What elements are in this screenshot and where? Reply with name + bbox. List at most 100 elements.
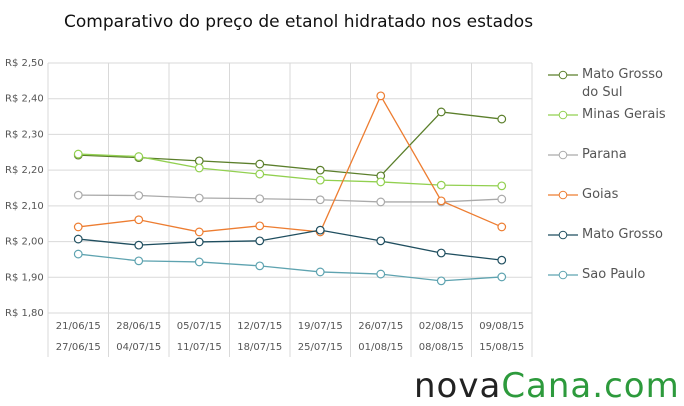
x-tick-label: 26/07/15 bbox=[358, 321, 403, 332]
data-point bbox=[436, 248, 446, 258]
data-point bbox=[194, 156, 204, 166]
data-point bbox=[194, 257, 204, 267]
logo: novaCana.com bbox=[414, 366, 680, 406]
legend-item: Goias bbox=[548, 186, 678, 226]
y-tick-label: R$ 2,10 bbox=[5, 201, 44, 212]
data-point bbox=[134, 152, 144, 161]
legend-marker bbox=[558, 270, 568, 280]
y-tick-label: R$ 2,50 bbox=[5, 58, 44, 69]
x-tick-label: 09/08/15 bbox=[479, 321, 524, 332]
x-tick-label: 19/07/15 bbox=[298, 321, 343, 332]
data-point bbox=[73, 190, 83, 200]
data-point bbox=[255, 159, 265, 169]
y-tick-label: R$ 2,20 bbox=[5, 165, 44, 176]
legend-label: Sao Paulo bbox=[582, 267, 646, 282]
legend-label: Mato Grosso bbox=[582, 227, 663, 242]
series-line bbox=[78, 229, 502, 261]
y-tick-label: R$ 1,90 bbox=[5, 272, 44, 283]
legend-icon bbox=[548, 230, 578, 240]
x-tick-label: 27/06/15 bbox=[56, 342, 101, 353]
x-tick-label: 12/07/15 bbox=[237, 321, 282, 332]
legend-marker bbox=[558, 190, 568, 200]
x-tick-label: 05/07/15 bbox=[177, 321, 222, 332]
data-point bbox=[436, 180, 446, 190]
y-tick-label: R$ 1,80 bbox=[5, 308, 44, 319]
data-point bbox=[315, 165, 325, 175]
legend-icon bbox=[548, 70, 578, 80]
x-tick-label: 18/07/15 bbox=[237, 342, 282, 353]
legend-marker bbox=[558, 150, 568, 160]
legend-icon bbox=[548, 190, 578, 200]
data-point bbox=[436, 196, 446, 206]
data-point bbox=[73, 234, 83, 244]
x-tick-label: 01/08/15 bbox=[358, 342, 403, 353]
data-point bbox=[134, 240, 144, 250]
data-point bbox=[194, 163, 204, 173]
x-tick-label: 11/07/15 bbox=[177, 342, 222, 353]
x-tick-label: 04/07/15 bbox=[116, 342, 161, 353]
series-line bbox=[78, 253, 502, 282]
x-tick-label: 21/06/15 bbox=[56, 321, 101, 332]
data-point bbox=[73, 222, 83, 232]
legend-item: Mato Grosso bbox=[548, 226, 678, 266]
legend-label: Mato Grosso do Sul bbox=[582, 67, 663, 100]
legend-icon bbox=[548, 110, 578, 120]
legend-label: Minas Gerais bbox=[582, 107, 666, 122]
data-point bbox=[497, 255, 507, 265]
data-point bbox=[255, 236, 265, 246]
series-line bbox=[78, 194, 502, 203]
logo-part: nova bbox=[414, 366, 501, 406]
logo-part: Cana bbox=[501, 366, 592, 406]
x-tick-label: 02/08/15 bbox=[419, 321, 464, 332]
x-tick-label: 28/06/15 bbox=[116, 321, 161, 332]
data-point bbox=[376, 91, 386, 101]
x-tick-label: 25/07/15 bbox=[298, 342, 343, 353]
data-point bbox=[497, 194, 507, 204]
data-point bbox=[255, 194, 265, 204]
legend-item: Minas Gerais bbox=[548, 106, 678, 146]
legend-icon bbox=[548, 150, 578, 160]
data-point bbox=[376, 177, 386, 187]
data-point bbox=[134, 256, 144, 266]
data-point bbox=[194, 227, 204, 237]
data-point bbox=[73, 149, 83, 159]
data-point bbox=[134, 215, 144, 225]
series-line bbox=[78, 94, 503, 233]
data-point bbox=[255, 261, 265, 271]
data-point bbox=[134, 191, 144, 200]
data-point bbox=[497, 181, 507, 191]
logo-part: .com bbox=[592, 366, 679, 406]
legend-item: Sao Paulo bbox=[548, 266, 678, 306]
data-point bbox=[255, 169, 265, 179]
data-point bbox=[315, 267, 325, 277]
legend-item: Parana bbox=[548, 146, 678, 186]
data-point bbox=[255, 221, 265, 231]
legend-marker bbox=[558, 110, 568, 120]
data-point bbox=[194, 193, 204, 203]
legend-marker bbox=[558, 70, 568, 80]
data-point bbox=[497, 272, 507, 282]
y-tick-label: R$ 2,30 bbox=[5, 129, 44, 140]
data-point bbox=[376, 197, 386, 207]
x-tick-label: 15/08/15 bbox=[479, 342, 524, 353]
x-tick-label: 08/08/15 bbox=[419, 342, 464, 353]
data-point bbox=[315, 175, 325, 185]
data-point bbox=[436, 276, 446, 286]
data-point bbox=[376, 269, 386, 279]
data-point bbox=[73, 249, 83, 259]
data-point bbox=[497, 114, 507, 124]
legend-label: Parana bbox=[582, 147, 627, 162]
legend-icon bbox=[548, 270, 578, 280]
legend-item: Mato Grosso do Sul bbox=[548, 66, 678, 106]
data-point bbox=[436, 107, 446, 117]
data-point bbox=[497, 222, 507, 232]
data-point bbox=[194, 237, 204, 247]
legend-marker bbox=[558, 230, 568, 240]
legend: Mato Grosso do Sul Minas Gerais Parana Goia… bbox=[548, 66, 678, 306]
y-tick-label: R$ 2,00 bbox=[5, 237, 44, 248]
data-point bbox=[315, 225, 325, 235]
legend-label: Goias bbox=[582, 187, 619, 202]
data-point bbox=[315, 195, 325, 205]
